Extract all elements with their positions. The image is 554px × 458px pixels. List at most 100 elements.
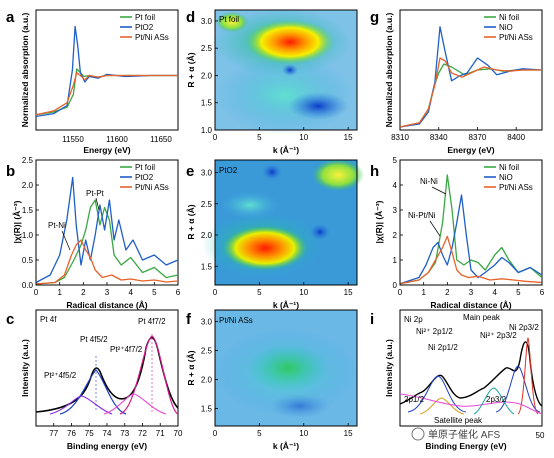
y-tick-e-0: 1.5 bbox=[201, 262, 213, 271]
x-axis-label-b: Radical distance (Å) bbox=[66, 300, 147, 310]
legend-label-g-0: Ni foil bbox=[499, 13, 519, 22]
peak-satellite bbox=[473, 387, 515, 415]
panel-label-e: e bbox=[186, 163, 194, 180]
wechat-icon bbox=[411, 427, 425, 441]
legend-label-b-2: Pt/Ni ASs bbox=[135, 183, 169, 192]
y-axis-label-f: R + α (Å) bbox=[186, 350, 196, 385]
annotation-pt-ni: Pt-Ni bbox=[48, 221, 66, 230]
peak-ni-2p12 bbox=[419, 397, 465, 415]
x-tick-e-1: 5 bbox=[257, 288, 262, 297]
x-tick-c-0: 77 bbox=[49, 429, 58, 438]
x-tick-d-2: 10 bbox=[299, 133, 308, 142]
x-tick-h-4: 4 bbox=[492, 288, 497, 297]
series-lines-h bbox=[399, 174, 543, 285]
label-sat-2p12: 2p1/2 bbox=[404, 395, 425, 404]
label-pt2-4f52: Pt²⁺4f5/2 bbox=[44, 371, 77, 380]
y-ticks-d: 1.0 1.5 2.0 2.5 3.0 bbox=[201, 17, 218, 135]
peak-pt2-4f72 bbox=[103, 393, 167, 415]
heatmap-low-d-1 bbox=[288, 92, 348, 120]
y-tick-b-2: 1.0 bbox=[22, 231, 34, 240]
annotation-ni-pt-ni: Ni-Pt/Ni bbox=[408, 211, 436, 220]
watermark: 单原子催化 AFS bbox=[411, 427, 501, 441]
panel-c: c Pt 4f Pt 4f5/2 Pt 4f7/2 Pt²⁺4f5/2 Pt²⁺… bbox=[6, 309, 183, 451]
label-pt-4f72: Pt 4f7/2 bbox=[138, 317, 166, 326]
x-ticks-h: 0 1 2 3 4 5 6 bbox=[398, 282, 545, 297]
series-line-a-2 bbox=[35, 72, 178, 116]
x-tick-b-5: 5 bbox=[152, 288, 157, 297]
arrow-pt-ni bbox=[61, 230, 71, 251]
heatmap-max-e-1 bbox=[223, 226, 307, 270]
xps-pt-4f-curves bbox=[35, 334, 179, 415]
y-tick-f-1: 2.0 bbox=[201, 376, 213, 385]
panel-title-i: Ni 2p bbox=[404, 315, 423, 324]
panel-label-b: b bbox=[6, 163, 15, 180]
label-main-peak: Main peak bbox=[463, 313, 501, 322]
legend-label-h-0: Ni foil bbox=[499, 163, 519, 172]
panel-title-d: Pt foil bbox=[219, 15, 239, 24]
y-axis-label-e: R + α (Å) bbox=[186, 204, 196, 239]
x-tick-f-1: 5 bbox=[257, 429, 262, 438]
x-tick-a-3: 11650 bbox=[150, 135, 172, 144]
y-tick-b-3: 1.5 bbox=[22, 206, 34, 215]
x-tick-h-2: 2 bbox=[445, 288, 450, 297]
heatmap-region-e-2 bbox=[220, 191, 280, 219]
panel-label-i: i bbox=[370, 311, 374, 328]
x-tick-f-0: 0 bbox=[213, 429, 218, 438]
panel-label-h: h bbox=[370, 163, 379, 180]
y-axis-label-g: Normalized absorption (a.u.) bbox=[384, 12, 394, 127]
x-axis-label-e: k (Å⁻¹) bbox=[273, 300, 299, 310]
x-tick-h-1: 1 bbox=[421, 288, 426, 297]
panel-label-c: c bbox=[6, 311, 14, 328]
y-tick-f-0: 1.5 bbox=[201, 405, 213, 414]
plot-frame-e bbox=[214, 159, 358, 286]
y-ticks-b: 0.0 0.5 1.0 1.5 2.0 2.5 bbox=[22, 156, 39, 290]
panel-label-d: d bbox=[186, 9, 195, 26]
x-axis-label-f: k (Å⁻¹) bbox=[273, 441, 299, 451]
y-tick-d-3: 2.5 bbox=[201, 44, 213, 53]
x-tick-b-4: 4 bbox=[128, 288, 133, 297]
x-tick-c-4: 73 bbox=[120, 429, 129, 438]
panel-title-f: Pt/Ni ASs bbox=[219, 316, 253, 325]
watermark-text: 单原子催化 AFS bbox=[428, 428, 501, 441]
y-axis-label-i: Intensity (a.u.) bbox=[384, 339, 394, 397]
y-tick-e-3: 3.0 bbox=[201, 169, 213, 178]
y-axis-label-b: |χ(R)| (Å⁻³) bbox=[12, 200, 22, 243]
panel-label-f: f bbox=[186, 311, 192, 328]
y-tick-f-2: 2.5 bbox=[201, 347, 213, 356]
label-ni-2p12: Ni 2p1/2 bbox=[428, 343, 458, 352]
peak-ni2-2p12 bbox=[407, 375, 467, 413]
x-tick-d-3: 15 bbox=[344, 133, 353, 142]
x-tick-a-1: 11550 bbox=[62, 135, 84, 144]
legend-label-h-1: NiO bbox=[499, 173, 513, 182]
x-ticks-b: 0 1 2 3 4 5 6 bbox=[34, 282, 181, 297]
heatmap-low-d-2 bbox=[282, 64, 298, 76]
y-tick-b-1: 0.5 bbox=[22, 256, 34, 265]
plot-frame-f bbox=[214, 309, 358, 427]
x-tick-c-3: 74 bbox=[103, 429, 112, 438]
series-line-b-2 bbox=[35, 239, 179, 285]
series-line-g-2 bbox=[399, 57, 542, 128]
x-tick-g-2: 8370 bbox=[469, 133, 487, 142]
legend-label-h-2: Pt/Ni ASs bbox=[499, 183, 533, 192]
y-tick-d-0: 1.0 bbox=[201, 126, 213, 135]
y-tick-f-3: 3.0 bbox=[201, 318, 213, 327]
x-tick-f-2: 10 bbox=[299, 429, 308, 438]
heatmap-region-d-3 bbox=[216, 12, 248, 32]
series-line-h-0 bbox=[399, 174, 543, 285]
heatmap-low-e-1 bbox=[262, 164, 282, 180]
x-axis-label-a: Energy (eV) bbox=[83, 145, 130, 155]
label-pt-4f52: Pt 4f5/2 bbox=[80, 335, 108, 344]
x-tick-c-1: 76 bbox=[67, 429, 76, 438]
plot-frame-a bbox=[35, 9, 179, 131]
y-ticks-e: 1.5 2.0 2.5 3.0 bbox=[201, 169, 218, 271]
x-axis-label-h: Radical distance (Å) bbox=[430, 300, 511, 310]
y-axis-label-d: R + α (Å) bbox=[186, 52, 196, 87]
panel-f: f Pt/Ni ASs 1.52.02.53.0 0 5 10 15 k (Å⁻¹) … bbox=[186, 309, 358, 451]
panel-e: e PtO2 1.5 2.0 2.5 3.0 0 5 10 15 k (Å⁻¹) R + α… bbox=[186, 159, 364, 310]
legend-label-g-2: Pt/Ni ASs bbox=[499, 33, 533, 42]
legend-label-b-0: Pt foil bbox=[135, 163, 155, 172]
